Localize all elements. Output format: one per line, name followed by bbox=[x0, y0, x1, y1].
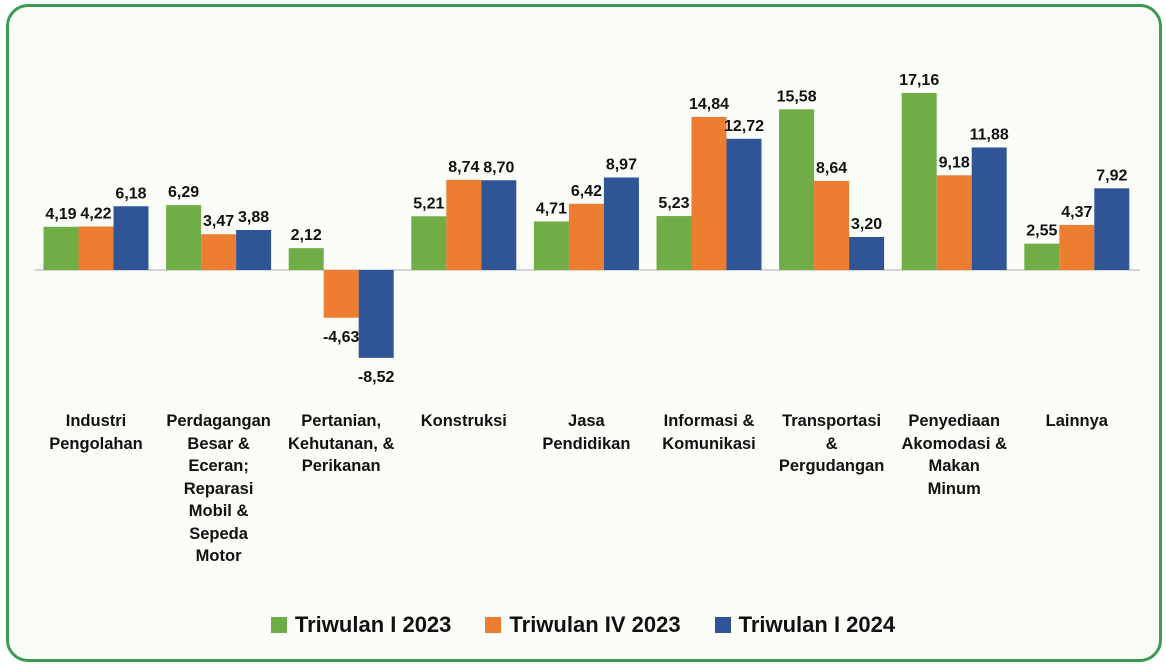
value-label: 8,74 bbox=[448, 159, 479, 176]
bar bbox=[358, 270, 394, 358]
chart-frame bbox=[6, 4, 1162, 662]
value-label: 5,23 bbox=[658, 195, 689, 212]
value-label: 7,92 bbox=[1096, 167, 1127, 184]
value-label: 8,97 bbox=[606, 156, 637, 173]
value-label: 17,16 bbox=[899, 72, 939, 89]
bar bbox=[1024, 243, 1060, 270]
category-label: Penyediaan Akomodasi & Makan Minum bbox=[901, 412, 1007, 498]
value-label: 4,37 bbox=[1061, 204, 1092, 221]
bar bbox=[78, 226, 114, 270]
category-label: Transportasi & Pergudangan bbox=[778, 412, 885, 475]
value-label: 5,21 bbox=[413, 195, 444, 212]
value-label: 8,64 bbox=[816, 160, 847, 177]
value-label: 6,29 bbox=[168, 184, 199, 201]
value-label: 8,70 bbox=[483, 159, 514, 176]
bar bbox=[323, 270, 359, 318]
legend-swatch bbox=[714, 617, 731, 633]
bar bbox=[726, 138, 762, 270]
legend-label: Triwulan I 2023 bbox=[294, 612, 452, 637]
category-label: Informasi & Komunikasi bbox=[662, 412, 756, 453]
value-label: 3,88 bbox=[238, 209, 269, 226]
bar bbox=[568, 203, 604, 270]
value-label: 3,20 bbox=[851, 216, 882, 233]
category-label: Perdagangan Besar & Eceran; Reparasi Mob… bbox=[166, 412, 271, 565]
bar bbox=[481, 180, 517, 270]
category-label: Pertanian, Kehutanan, & Perikanan bbox=[288, 412, 395, 475]
legend-swatch bbox=[270, 617, 287, 633]
value-label: 4,22 bbox=[80, 205, 111, 222]
value-label: 2,12 bbox=[291, 227, 322, 244]
legend-item: Triwulan I 2023 bbox=[270, 612, 452, 638]
bar bbox=[901, 93, 937, 270]
value-label: -8,52 bbox=[358, 369, 395, 386]
bar bbox=[288, 248, 324, 270]
bar bbox=[656, 216, 692, 270]
legend-item: Triwulan IV 2023 bbox=[485, 612, 681, 638]
value-label: 6,18 bbox=[115, 185, 146, 202]
value-label: 14,84 bbox=[689, 96, 729, 113]
bar bbox=[446, 179, 482, 270]
value-label: 11,88 bbox=[970, 126, 1009, 143]
category-label: Jasa Pendidikan bbox=[542, 412, 631, 453]
bar bbox=[411, 216, 447, 270]
bar bbox=[533, 221, 569, 270]
bar bbox=[814, 180, 850, 270]
bar bbox=[113, 206, 149, 270]
bar bbox=[849, 236, 885, 270]
value-label: 3,47 bbox=[203, 213, 234, 230]
category-label: Konstruksi bbox=[420, 412, 507, 430]
bar bbox=[236, 229, 272, 270]
bar bbox=[201, 234, 237, 270]
bar bbox=[603, 177, 639, 270]
value-label: 15,58 bbox=[777, 88, 817, 105]
bar bbox=[936, 175, 972, 270]
legend: Triwulan I 2023 Triwulan IV 2023 Triwulan … bbox=[0, 612, 1166, 638]
bar bbox=[1059, 224, 1095, 270]
bar bbox=[971, 147, 1007, 270]
value-label: -4,63 bbox=[323, 329, 360, 346]
value-label: 12,72 bbox=[724, 118, 764, 135]
value-label: 6,42 bbox=[571, 183, 602, 200]
value-label: 2,55 bbox=[1026, 223, 1057, 240]
value-label: 4,19 bbox=[45, 206, 76, 223]
bar bbox=[1094, 188, 1130, 270]
bar bbox=[691, 116, 727, 270]
bar bbox=[779, 109, 815, 270]
category-label: Industri Pengolahan bbox=[49, 412, 143, 453]
value-label: 9,18 bbox=[939, 154, 970, 171]
legend-label: Triwulan IV 2023 bbox=[509, 612, 681, 637]
category-label: Lainnya bbox=[1045, 412, 1108, 430]
value-label: 4,71 bbox=[536, 200, 567, 217]
bar bbox=[166, 205, 202, 270]
legend-swatch bbox=[485, 617, 502, 633]
bar bbox=[43, 226, 79, 270]
legend-label: Triwulan I 2024 bbox=[738, 612, 896, 637]
legend-item: Triwulan I 2024 bbox=[714, 612, 896, 638]
